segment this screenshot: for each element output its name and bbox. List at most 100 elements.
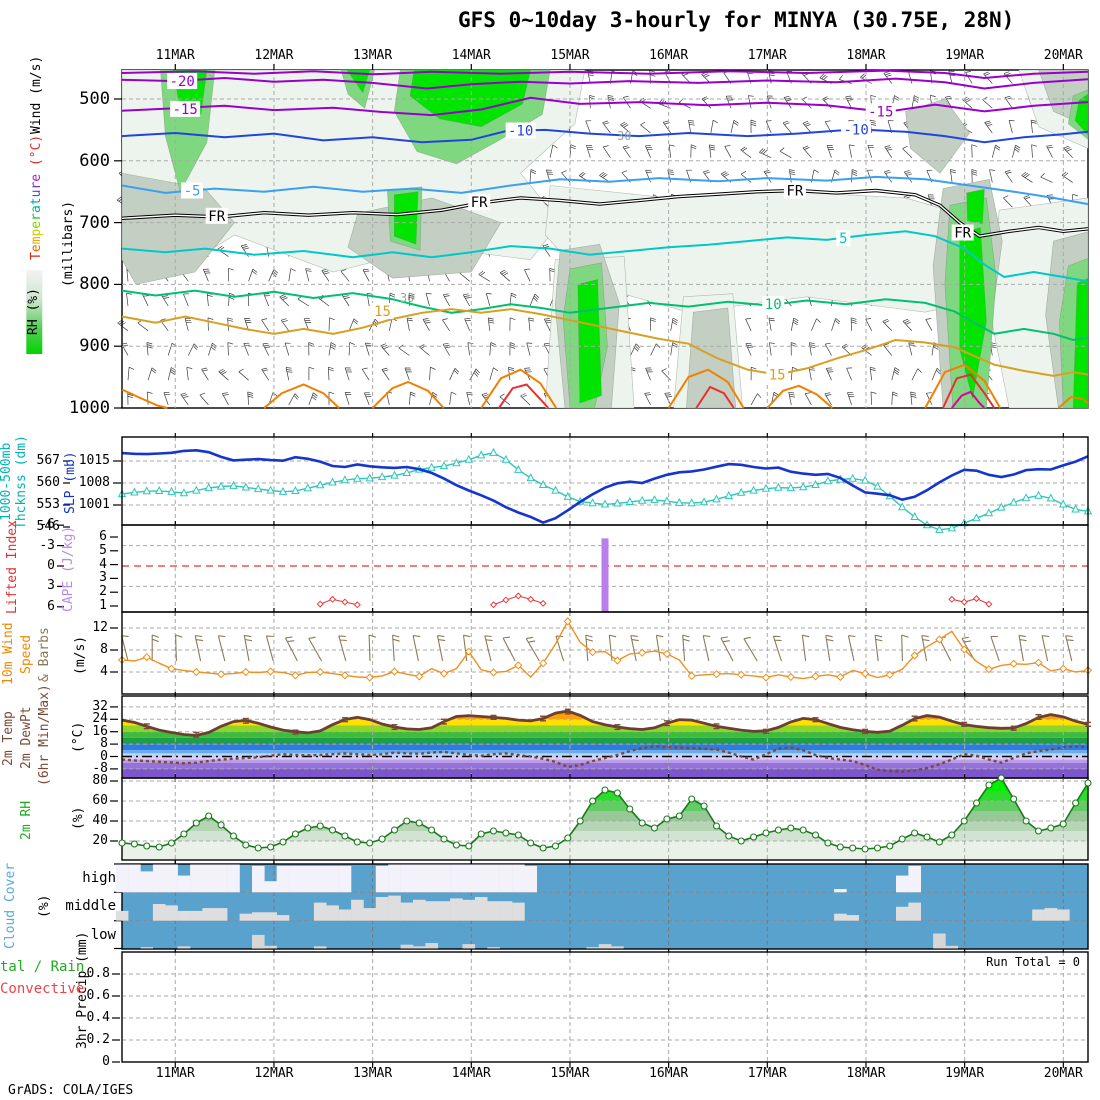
p1-tick: 1000 xyxy=(69,398,110,418)
cloud-bars-low xyxy=(140,933,959,949)
temperature-letter: r xyxy=(29,181,44,190)
date-label-bottom: 16MAR xyxy=(649,1066,689,1081)
temperature-letter: t xyxy=(29,197,44,205)
cloud-bars-middle xyxy=(115,895,1070,921)
date-label-bottom: 17MAR xyxy=(747,1066,787,1081)
t2m-tick: 0 xyxy=(100,748,108,764)
rh2m-tick: 20 xyxy=(92,833,108,848)
temperature-letter: e xyxy=(29,173,44,182)
date-label-top: 11MAR xyxy=(155,48,195,63)
date-label-top: 15MAR xyxy=(550,48,590,63)
svg-text:-10: -10 xyxy=(843,122,868,138)
cloud-row-label-low: low xyxy=(90,927,116,943)
thickness-line xyxy=(121,452,1089,531)
svg-text:-10: -10 xyxy=(508,124,533,140)
date-label-bottom: 12MAR xyxy=(254,1066,294,1081)
temperature-letter: T xyxy=(29,251,44,260)
minmax-whiskers xyxy=(143,708,1091,738)
slp-thickness-panel xyxy=(63,433,1093,533)
t2m-tick: 32 xyxy=(92,698,108,714)
temperature-letter: a xyxy=(29,204,44,213)
svg-text:15: 15 xyxy=(769,368,786,384)
ws-tick: 4 xyxy=(100,664,108,679)
li-tick: -3 xyxy=(39,537,55,553)
svg-text:10: 10 xyxy=(765,297,782,313)
precip-tick: 0.6 xyxy=(86,988,110,1003)
temp2m-axis-label-1: 2m Temp xyxy=(1,711,16,767)
li-tick: 0 xyxy=(47,558,55,573)
svg-text:FR: FR xyxy=(787,183,804,199)
date-label-top: 12MAR xyxy=(254,48,294,63)
svg-text:15: 15 xyxy=(374,304,391,320)
rh2m-tick: 80 xyxy=(92,773,108,788)
precip-tick: 0 xyxy=(102,1054,110,1069)
date-label-bottom: 15MAR xyxy=(550,1066,590,1081)
precip-total-rain-label: tal / Rain xyxy=(0,959,85,975)
svg-text:5: 5 xyxy=(839,231,847,247)
ws-tick: 8 xyxy=(100,642,108,657)
thickness-axis-label-1: 1000-500mb xyxy=(0,442,14,522)
p1-tick: 700 xyxy=(79,212,110,233)
run-total-label: Run Total = 0 xyxy=(986,955,1080,969)
cape-tick: 2 xyxy=(99,584,107,600)
thickness-tick: 546 xyxy=(36,519,60,534)
temperature-letter: e xyxy=(29,243,44,252)
wind10m-axis-label-2: Speed xyxy=(19,634,34,674)
precip-tick: 0.4 xyxy=(86,1010,110,1025)
ws-tick: 12 xyxy=(92,620,108,635)
li-tick: 6 xyxy=(47,598,55,614)
p1-tick: 500 xyxy=(79,89,110,109)
li-cape-panel xyxy=(57,521,1089,616)
p1-tick: 600 xyxy=(79,150,110,171)
slp-tick: 1008 xyxy=(78,475,110,490)
slp-line xyxy=(121,448,1089,525)
temperature-contours xyxy=(121,69,1089,409)
slp-tick: 1001 xyxy=(78,497,110,512)
precip-tick: 0.8 xyxy=(86,966,110,981)
thickness-tick: 560 xyxy=(36,475,60,490)
rh2m-tick: 60 xyxy=(92,793,108,808)
millibars-axis-label: (millibars) xyxy=(61,200,76,288)
cloud-bars-high xyxy=(115,864,921,893)
p1-tick: 900 xyxy=(79,336,110,357)
cape-tick: 1 xyxy=(99,598,107,613)
thickness-markers xyxy=(117,447,1093,533)
temperature-letter: e xyxy=(29,220,44,229)
date-label-top: 16MAR xyxy=(649,48,689,63)
dewpoint-line xyxy=(121,745,1089,773)
t2m-tick: 16 xyxy=(92,723,108,739)
precip-convective-label: Convective xyxy=(0,981,85,997)
cape-tick: 6 xyxy=(99,529,107,544)
svg-text:-20: -20 xyxy=(170,74,195,90)
temp2m-axis-label-2: 2m DewPt xyxy=(19,706,34,770)
temp2m-axis-label-3: (6hr Min/Max) xyxy=(37,684,52,786)
temperature-letter: u xyxy=(29,189,44,197)
date-label-bottom: 18MAR xyxy=(846,1066,886,1081)
p1-tick: 800 xyxy=(79,274,110,295)
svg-text:FR: FR xyxy=(954,225,971,241)
cloud-axis-label: Cloud Cover xyxy=(3,862,18,950)
wind-axis-label: Wind (m/s) xyxy=(29,55,44,134)
date-label-top: 13MAR xyxy=(353,48,393,63)
temperature-letter: m xyxy=(29,236,44,244)
temp2m-panel xyxy=(110,692,1089,782)
wind10m-axis-label-1: 10m Wind xyxy=(1,622,16,686)
cape-tick: 5 xyxy=(99,542,107,558)
svg-text:30: 30 xyxy=(400,291,414,305)
wind10m-panel xyxy=(110,608,1093,698)
rh2m-markers xyxy=(118,774,1092,853)
date-label-top: 20MAR xyxy=(1043,48,1083,63)
cloud-unit-label: (%) xyxy=(37,894,52,918)
t2m-tick: 24 xyxy=(92,711,108,727)
date-label-top: 19MAR xyxy=(945,48,985,63)
svg-text:-15: -15 xyxy=(173,102,198,118)
date-label-bottom: 19MAR xyxy=(945,1066,985,1081)
page-title: GFS 0~10day 3-hourly for MINYA (30.75E, … xyxy=(458,8,1015,32)
svg-text:FR: FR xyxy=(471,195,488,211)
li-tick: 3 xyxy=(47,578,55,594)
svg-text:-15: -15 xyxy=(868,104,893,120)
temp2m-line xyxy=(121,709,1089,737)
